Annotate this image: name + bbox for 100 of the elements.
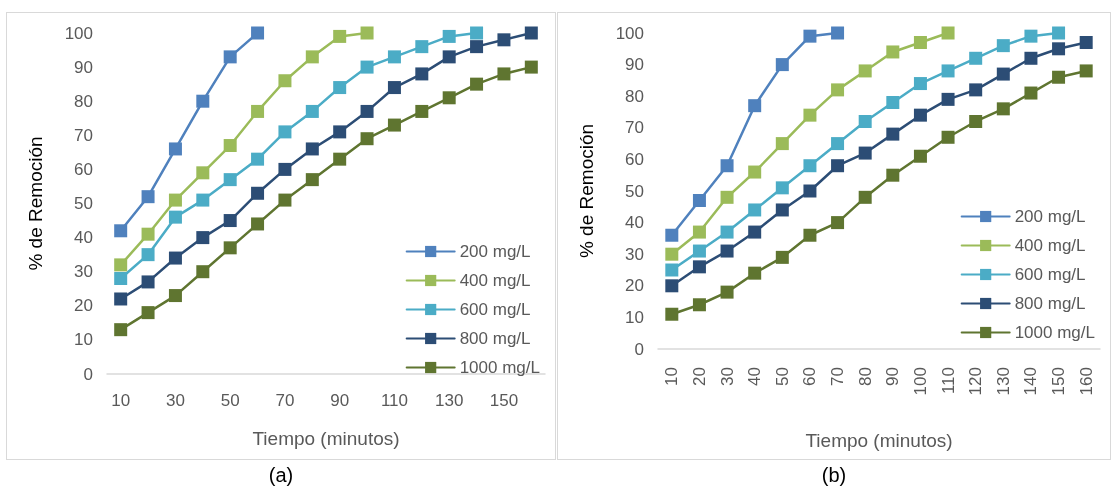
point <box>223 50 237 64</box>
point <box>996 39 1010 53</box>
point <box>692 193 706 207</box>
legend-label: 400 mg/L <box>459 271 531 290</box>
point <box>360 132 374 146</box>
point <box>114 272 128 286</box>
point <box>305 50 319 64</box>
x-tick-label: 140 <box>1021 367 1041 396</box>
x-tick-label: 70 <box>275 391 295 410</box>
point <box>886 45 900 59</box>
point <box>278 74 292 88</box>
point <box>831 216 845 230</box>
point <box>360 26 374 40</box>
point <box>333 152 347 166</box>
point <box>996 67 1010 81</box>
y-tick-label: 10 <box>625 307 644 327</box>
point <box>720 285 734 299</box>
point <box>168 193 182 207</box>
x-tick-label: 130 <box>435 391 464 410</box>
y-tick-label: 20 <box>74 296 93 316</box>
legend-label: 600 mg/L <box>459 300 531 319</box>
point <box>114 224 128 238</box>
y-tick-label: 90 <box>74 57 93 77</box>
x-tick-label: 110 <box>938 367 958 395</box>
point <box>831 137 845 151</box>
point <box>333 125 347 139</box>
point <box>196 166 210 180</box>
point <box>720 225 734 239</box>
point <box>748 225 762 239</box>
point <box>720 244 734 258</box>
point <box>858 146 872 160</box>
point <box>305 173 319 187</box>
point <box>831 83 845 97</box>
point <box>223 214 237 228</box>
legend-label: 1000 mg/L <box>459 358 541 377</box>
legend-label: 200 mg/L <box>1014 207 1086 226</box>
point <box>803 184 817 198</box>
x-tick-label: 110 <box>380 391 408 410</box>
point <box>692 260 706 274</box>
y-axis-title: % de Remoción <box>25 136 46 271</box>
x-tick-label: 40 <box>745 367 765 386</box>
point <box>886 96 900 110</box>
point <box>168 289 182 303</box>
point <box>415 67 429 81</box>
y-tick-label: 40 <box>625 213 644 233</box>
point <box>141 227 155 241</box>
point <box>168 210 182 224</box>
point <box>415 104 429 118</box>
point <box>858 190 872 204</box>
point <box>497 33 511 47</box>
point <box>223 241 237 255</box>
point <box>223 173 237 187</box>
point <box>775 250 789 264</box>
point <box>941 64 955 78</box>
point <box>969 114 983 128</box>
point <box>803 159 817 173</box>
text: (b) <box>820 464 848 487</box>
point <box>333 29 347 43</box>
point <box>196 231 210 245</box>
x-tick-label: 30 <box>165 391 185 410</box>
point <box>1024 29 1038 43</box>
point <box>141 248 155 262</box>
y-tick-label: 10 <box>74 330 93 350</box>
point <box>1052 42 1066 56</box>
x-tick-label: 10 <box>111 391 131 410</box>
point <box>278 125 292 139</box>
x-tick-label: 70 <box>828 367 848 386</box>
x-tick-label: 50 <box>220 391 240 410</box>
x-tick-label: 20 <box>689 367 709 386</box>
legend-label: 1000 mg/L <box>1014 323 1096 342</box>
point <box>941 92 955 106</box>
point <box>524 60 538 74</box>
point <box>858 64 872 78</box>
x-tick-label: 90 <box>883 367 903 386</box>
legend-label: 800 mg/L <box>459 329 531 348</box>
y-tick-label: 60 <box>74 159 93 179</box>
point <box>278 193 292 207</box>
point <box>969 83 983 97</box>
point <box>665 279 679 293</box>
point <box>886 168 900 182</box>
x-tick-label: 120 <box>966 367 986 396</box>
point <box>748 203 762 217</box>
point <box>692 298 706 312</box>
point <box>470 26 484 40</box>
point <box>831 26 845 40</box>
point <box>913 108 927 122</box>
x-tick-label: 150 <box>489 391 519 410</box>
y-tick-label: 100 <box>64 23 93 43</box>
point <box>1052 26 1066 40</box>
y-tick-label: 30 <box>625 244 644 264</box>
point <box>251 26 265 40</box>
point <box>470 77 484 91</box>
y-tick-label: 50 <box>625 181 644 201</box>
x-tick-label: 80 <box>855 367 875 386</box>
point <box>360 104 374 118</box>
x-tick-label: 90 <box>330 391 350 410</box>
point <box>692 244 706 258</box>
legend-label: 600 mg/L <box>1014 265 1086 284</box>
point <box>278 162 292 176</box>
y-tick-label: 100 <box>615 23 644 43</box>
